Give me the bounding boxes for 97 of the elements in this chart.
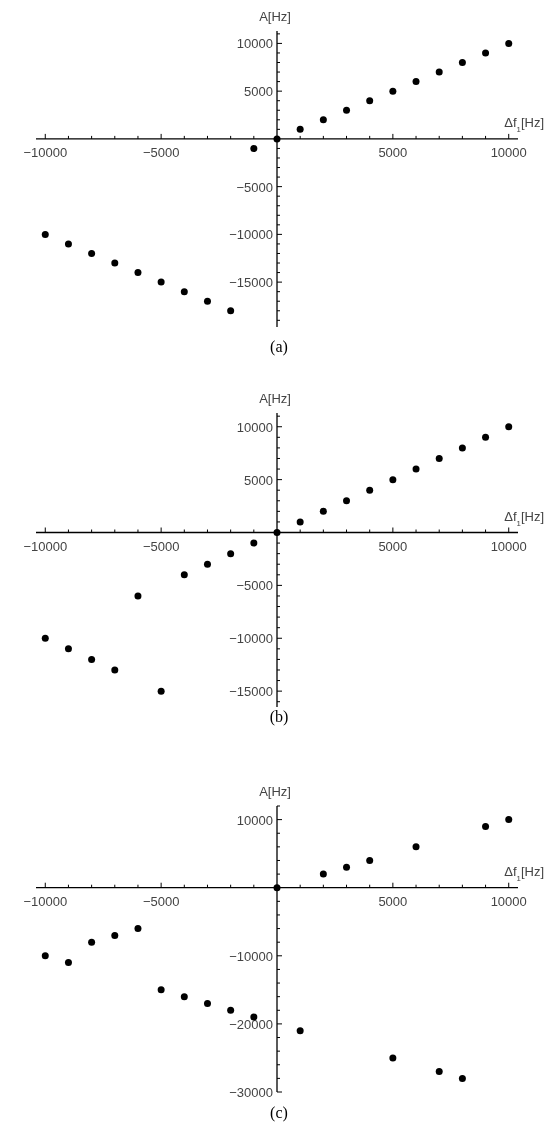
x-tick-label: −5000 bbox=[142, 144, 180, 160]
text: (b) bbox=[269, 708, 289, 726]
point bbox=[157, 986, 165, 994]
x-tick-label: 10000 bbox=[490, 538, 527, 554]
x-tick-label: −10000 bbox=[23, 893, 68, 909]
point bbox=[505, 816, 513, 824]
point bbox=[180, 993, 188, 1001]
point bbox=[88, 655, 96, 663]
point bbox=[134, 269, 142, 277]
point bbox=[250, 144, 258, 152]
point bbox=[435, 68, 443, 76]
point bbox=[505, 39, 513, 47]
point bbox=[157, 278, 165, 286]
point bbox=[134, 592, 142, 600]
point bbox=[296, 1027, 304, 1035]
x-axis-title: Δf$_{1}$[Hz] bbox=[504, 114, 544, 134]
x-tick-label: 5000 bbox=[378, 538, 408, 554]
x-axis-title: Δf$_{1}$[Hz] bbox=[504, 508, 544, 527]
point bbox=[227, 307, 235, 315]
y-tick-label: −15000 bbox=[229, 684, 273, 700]
point bbox=[250, 539, 258, 547]
point bbox=[296, 518, 304, 526]
point bbox=[343, 863, 351, 871]
y-tick-label: 10000 bbox=[236, 812, 273, 828]
point bbox=[319, 116, 327, 124]
point bbox=[389, 476, 397, 484]
point bbox=[343, 497, 351, 505]
point bbox=[273, 135, 281, 143]
y-tick-label: 5000 bbox=[244, 84, 273, 100]
point bbox=[482, 433, 490, 441]
point bbox=[389, 87, 397, 95]
point bbox=[389, 1054, 397, 1062]
point bbox=[203, 560, 211, 568]
y-tick-label: −5000 bbox=[236, 578, 273, 594]
point bbox=[343, 106, 351, 114]
y-tick-label: −5000 bbox=[236, 179, 273, 195]
point bbox=[227, 1006, 235, 1014]
point bbox=[319, 507, 327, 515]
point bbox=[157, 687, 165, 695]
x-tick-label: 10000 bbox=[490, 144, 527, 160]
point bbox=[227, 550, 235, 558]
point bbox=[482, 822, 490, 830]
point bbox=[134, 925, 142, 933]
x-tick-label: 5000 bbox=[378, 893, 408, 909]
x-tick-label: 10000 bbox=[490, 893, 527, 909]
y-axis-title: A[Hz] bbox=[259, 9, 291, 24]
point bbox=[180, 571, 188, 579]
point bbox=[111, 666, 119, 674]
x-tick-label: −10000 bbox=[23, 538, 68, 554]
point bbox=[412, 465, 420, 473]
point bbox=[458, 1074, 466, 1082]
point bbox=[273, 884, 281, 892]
x-axis-title: Δf$_{1}$[Hz] bbox=[504, 863, 544, 883]
x-tick-label: −5000 bbox=[142, 538, 180, 554]
point bbox=[273, 529, 281, 536]
point bbox=[435, 1068, 443, 1076]
point bbox=[64, 645, 72, 653]
point bbox=[458, 59, 466, 67]
y-tick-label: 10000 bbox=[236, 419, 273, 435]
point bbox=[458, 444, 466, 452]
point bbox=[412, 78, 420, 86]
y-tick-label: −10000 bbox=[229, 227, 273, 243]
point bbox=[203, 297, 211, 305]
y-tick-label: 10000 bbox=[236, 36, 273, 52]
point bbox=[88, 938, 96, 946]
x-tick-label: −10000 bbox=[23, 144, 68, 160]
point bbox=[41, 634, 49, 642]
y-tick-label: −20000 bbox=[229, 1016, 273, 1032]
y-tick-label: −15000 bbox=[229, 275, 273, 291]
x-tick-label: 5000 bbox=[378, 144, 408, 160]
point bbox=[296, 125, 304, 133]
point bbox=[505, 423, 513, 431]
text: (c) bbox=[270, 1104, 288, 1122]
point bbox=[41, 230, 49, 238]
point bbox=[366, 856, 374, 864]
y-tick-label: −10000 bbox=[229, 631, 273, 647]
point bbox=[88, 249, 96, 257]
y-tick-label: 5000 bbox=[244, 472, 273, 488]
point bbox=[412, 843, 420, 851]
y-axis-title: A[Hz] bbox=[259, 784, 291, 799]
point bbox=[435, 454, 443, 462]
point bbox=[41, 952, 49, 960]
point bbox=[111, 931, 119, 939]
point bbox=[64, 240, 72, 248]
point bbox=[111, 259, 119, 267]
point bbox=[203, 999, 211, 1007]
point bbox=[482, 49, 490, 57]
point bbox=[64, 959, 72, 967]
point bbox=[366, 97, 374, 105]
x-tick-label: −5000 bbox=[142, 893, 180, 909]
point bbox=[366, 486, 374, 494]
point bbox=[319, 870, 327, 878]
point bbox=[180, 288, 188, 296]
y-tick-label: −30000 bbox=[229, 1085, 273, 1100]
text: (a) bbox=[270, 338, 288, 356]
y-axis-title: A[Hz] bbox=[259, 391, 291, 406]
y-tick-label: −10000 bbox=[229, 948, 273, 964]
